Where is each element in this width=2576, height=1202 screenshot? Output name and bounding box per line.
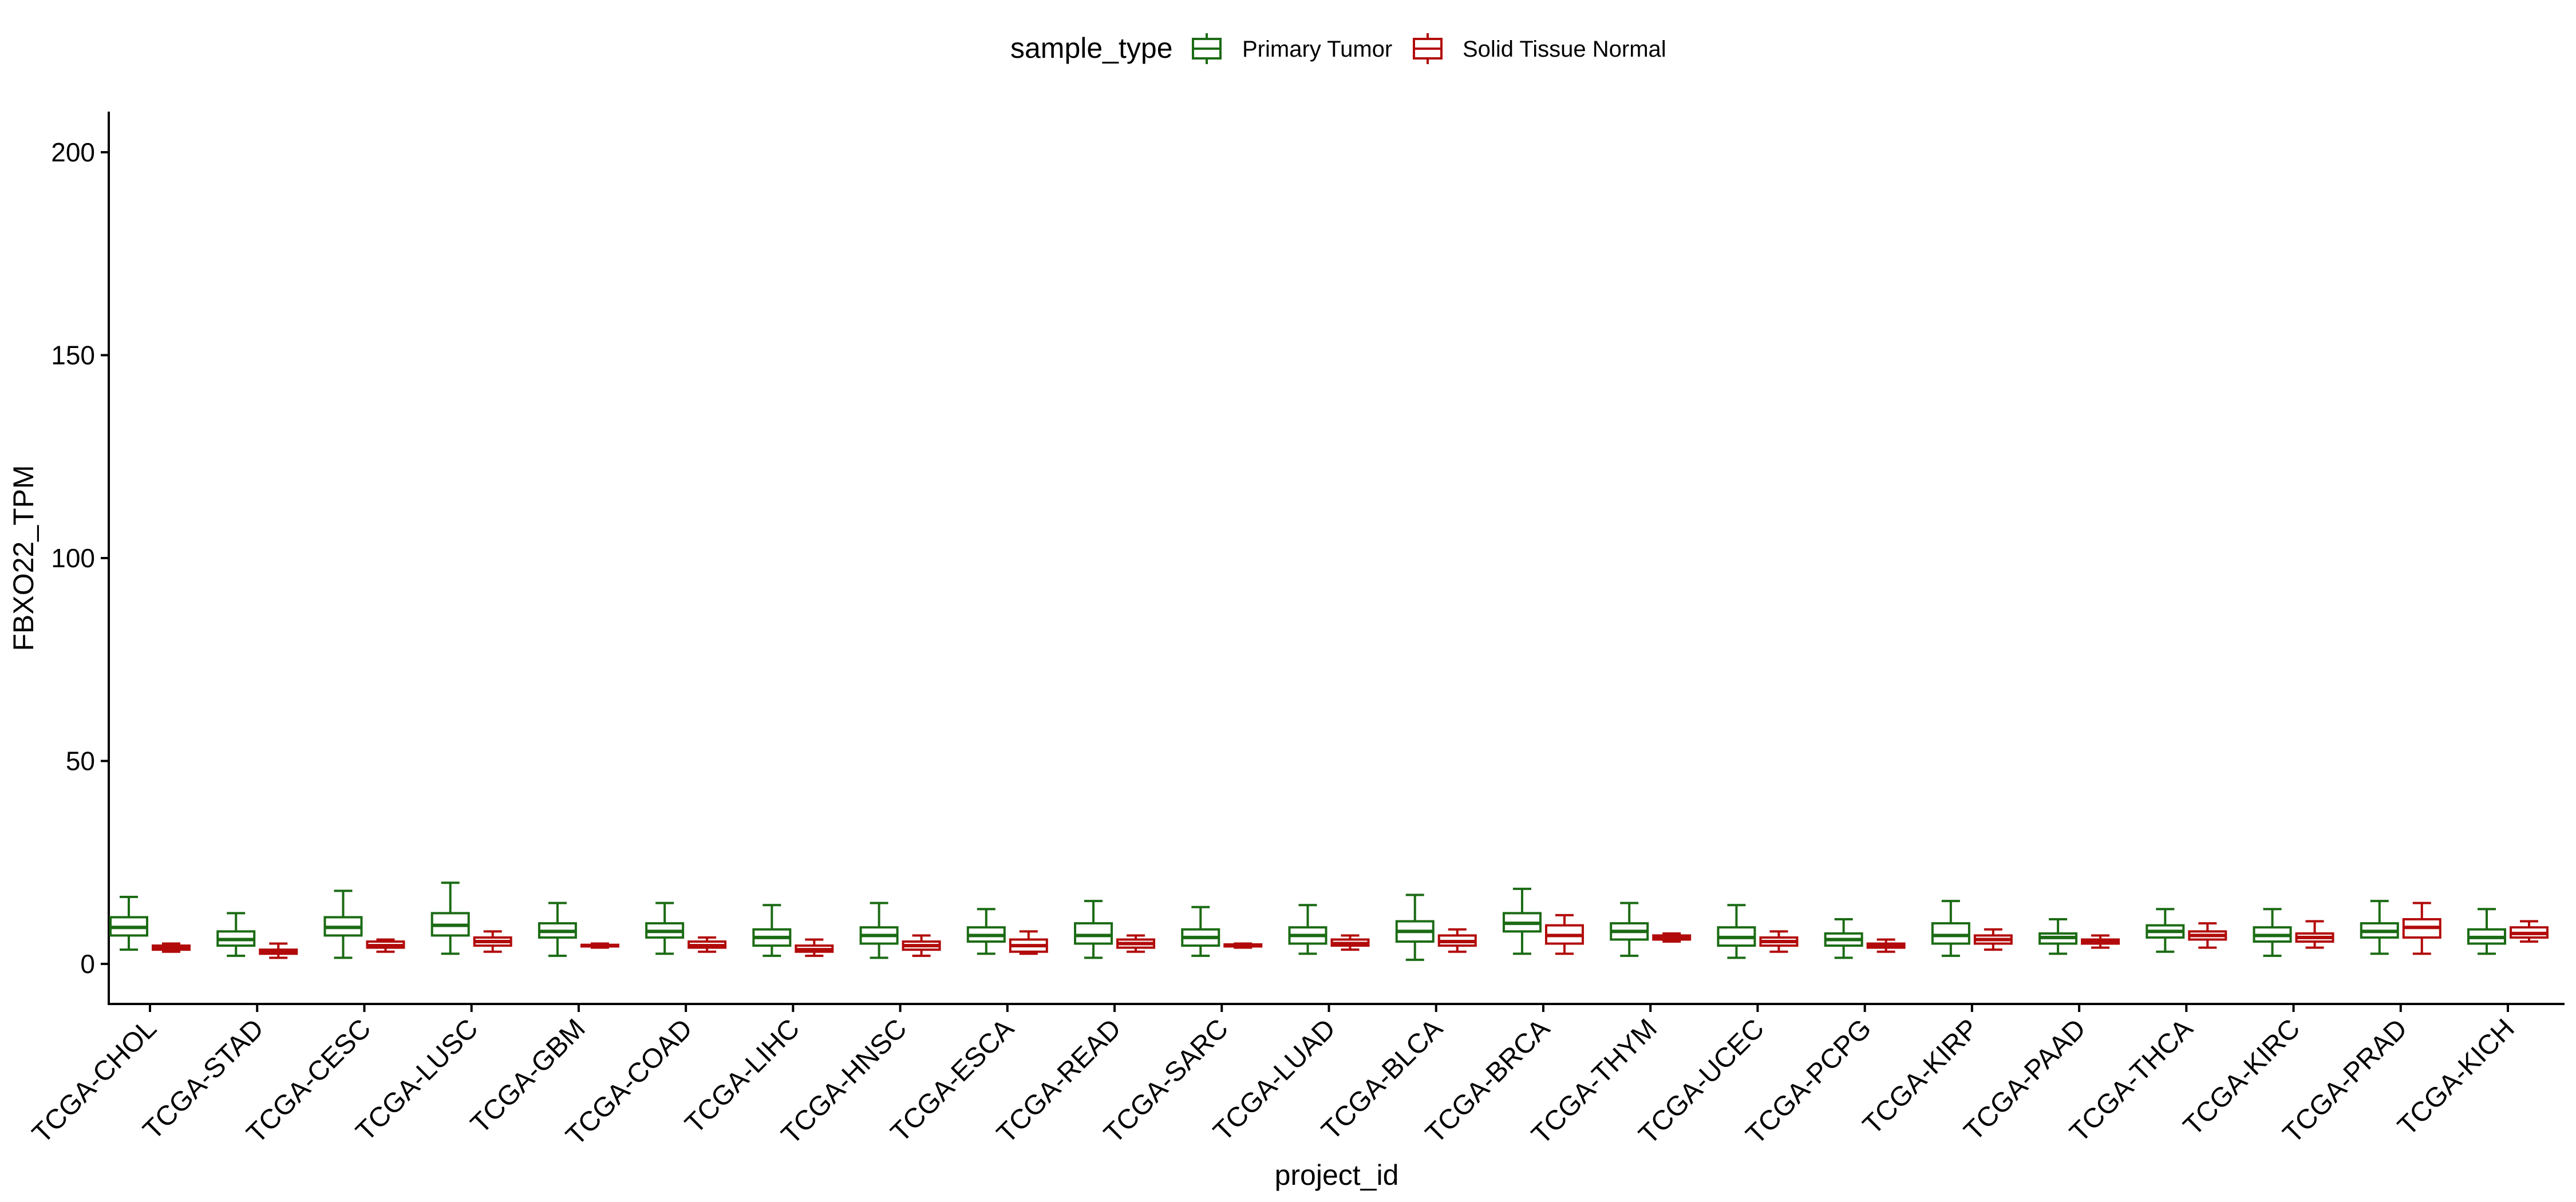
box-solid-tissue-normal xyxy=(2188,922,2227,949)
box-solid-tissue-normal xyxy=(688,936,727,953)
box-primary-tumor xyxy=(1181,906,1220,957)
box-solid-tissue-normal xyxy=(2081,934,2120,949)
legend-label-primary-tumor: Primary Tumor xyxy=(1242,37,1392,62)
box-primary-tumor xyxy=(2360,900,2399,955)
x-axis-title: project_id xyxy=(1275,1159,1399,1191)
y-tick-label: 200 xyxy=(51,137,95,167)
box-primary-tumor xyxy=(966,908,1006,955)
box-primary-tumor xyxy=(1395,893,1435,961)
box-solid-tissue-normal xyxy=(2402,902,2441,955)
box-primary-tumor xyxy=(216,912,256,957)
box-primary-tumor xyxy=(859,902,899,959)
box-primary-tumor xyxy=(2253,908,2292,957)
box-solid-tissue-normal xyxy=(473,930,512,953)
box-solid-tissue-normal xyxy=(259,942,298,959)
boxes xyxy=(109,881,2549,961)
legend: sample_type Primary Tumor Solid Tissue N… xyxy=(1010,32,1666,64)
box-solid-tissue-normal xyxy=(1544,914,1584,955)
box-primary-tumor xyxy=(430,881,470,955)
box-solid-tissue-normal xyxy=(1116,934,1156,953)
y-ticks: 0 50 100 150 200 xyxy=(51,137,109,979)
box-primary-tumor xyxy=(1502,887,1542,955)
box-primary-tumor xyxy=(752,904,792,957)
box-primary-tumor xyxy=(109,896,148,951)
legend-key-solid-tissue-normal xyxy=(1413,33,1443,64)
legend-title: sample_type xyxy=(1010,32,1173,64)
x-ticks: TCGA-CHOLTCGA-STADTCGA-CESCTCGA-LUSCTCGA… xyxy=(26,1004,2520,1151)
box-solid-tissue-normal xyxy=(1330,934,1370,951)
box-solid-tissue-normal xyxy=(1759,930,1799,953)
box-primary-tumor xyxy=(2038,918,2078,955)
box-primary-tumor xyxy=(1824,918,1863,959)
iqr-box xyxy=(1074,922,1113,945)
box-primary-tumor xyxy=(1074,900,1113,959)
box-primary-tumor xyxy=(1931,900,1970,957)
legend-label-solid-tissue-normal: Solid Tissue Normal xyxy=(1463,37,1666,62)
y-axis-title: FBXO22_TPM xyxy=(7,465,39,651)
box-primary-tumor xyxy=(1610,902,1649,957)
box-solid-tissue-normal xyxy=(2295,920,2334,949)
iqr-box xyxy=(1931,922,1970,945)
y-tick-label: 150 xyxy=(51,341,95,370)
box-solid-tissue-normal xyxy=(366,938,405,953)
box-solid-tissue-normal xyxy=(1223,942,1263,949)
box-primary-tumor xyxy=(2467,908,2506,955)
box-primary-tumor xyxy=(1717,904,1756,959)
box-solid-tissue-normal xyxy=(580,942,619,949)
box-solid-tissue-normal xyxy=(2510,920,2549,943)
legend-key-primary-tumor xyxy=(1192,33,1222,64)
box-solid-tissue-normal xyxy=(902,934,941,957)
box-solid-tissue-normal xyxy=(1973,928,2013,951)
box-solid-tissue-normal xyxy=(1866,938,1906,953)
x-tick-label: TCGA-KICH xyxy=(2392,1013,2520,1141)
box-solid-tissue-normal xyxy=(1437,928,1477,953)
box-solid-tissue-normal xyxy=(1009,930,1048,955)
box-primary-tumor xyxy=(538,902,577,957)
box-solid-tissue-normal xyxy=(152,942,191,953)
y-tick-label: 50 xyxy=(66,746,95,776)
y-tick-label: 100 xyxy=(51,543,95,573)
box-primary-tumor xyxy=(645,902,685,955)
box-solid-tissue-normal xyxy=(1652,932,1692,943)
box-primary-tumor xyxy=(323,889,363,959)
y-tick-label: 0 xyxy=(80,949,95,979)
box-solid-tissue-normal xyxy=(795,938,834,957)
box-primary-tumor xyxy=(2146,908,2185,953)
box-primary-tumor xyxy=(1288,904,1327,955)
